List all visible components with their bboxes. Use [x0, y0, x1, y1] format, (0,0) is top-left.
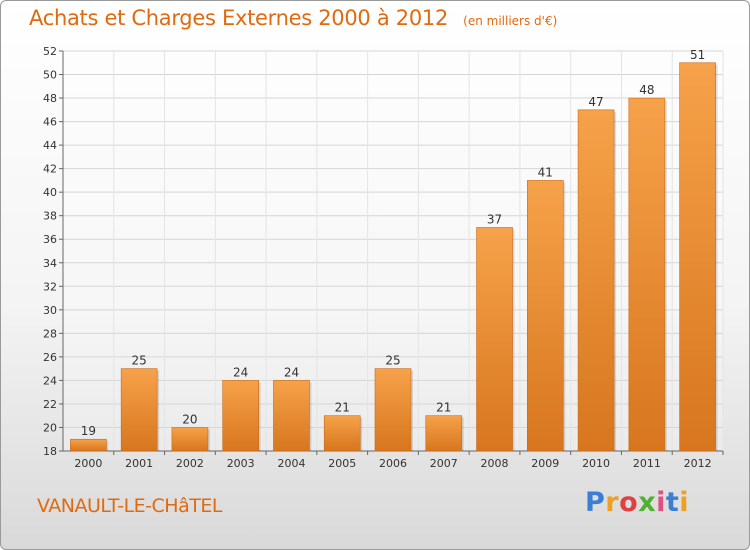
- bar-2005: [323, 415, 361, 452]
- chart-title: Achats et Charges Externes 2000 à 2012: [29, 6, 449, 30]
- value-label-2009: 41: [538, 165, 553, 179]
- value-label-2000: 19: [81, 424, 96, 438]
- bar-2004: [273, 380, 310, 452]
- value-label-2006: 25: [385, 354, 400, 368]
- bar-2012: [679, 62, 716, 452]
- value-label-2001: 25: [132, 354, 147, 368]
- labels: 18 20 22 24 26 28 30 32 34 36 38 40 42 44 46 48 50 52 19 20…: [43, 45, 712, 470]
- y-tick-label: 42: [43, 163, 57, 176]
- value-label-2011: 48: [639, 83, 654, 97]
- bar-2003: [222, 380, 259, 452]
- y-tick-label: 24: [43, 374, 57, 387]
- place-name: VANAULT-LE-CHâTEL: [37, 495, 222, 517]
- chart-header: Achats et Charges Externes 2000 à 2012 (…: [29, 6, 557, 30]
- bar-2006: [374, 368, 412, 452]
- y-tick-label: 52: [43, 45, 57, 58]
- y-tick-label: 44: [43, 139, 57, 152]
- y-tick-label: 40: [43, 186, 57, 199]
- value-label-2004: 24: [284, 365, 299, 379]
- y-tick-label: 32: [43, 280, 57, 293]
- brand-letter: i: [656, 487, 666, 518]
- brand-letter: t: [665, 487, 680, 518]
- x-tick-label-2001: 2001: [125, 457, 153, 470]
- bar-2002: [171, 427, 209, 452]
- value-label-2002: 20: [182, 412, 197, 426]
- bar-2011: [628, 97, 666, 452]
- y-tick-label: 28: [43, 327, 57, 340]
- value-label-2003: 24: [233, 365, 248, 379]
- x-tick-label-2000: 2000: [74, 457, 102, 470]
- bar-2000: [70, 438, 107, 452]
- value-label-2010: 47: [588, 95, 603, 109]
- y-tick-label: 48: [43, 92, 57, 105]
- y-tick-label: 34: [43, 257, 57, 270]
- x-tick-label-2008: 2008: [481, 457, 509, 470]
- x-tick-label-2004: 2004: [277, 457, 305, 470]
- brand-logo: Proxiti: [585, 487, 689, 518]
- bar-2001: [120, 368, 158, 452]
- y-tick-label: 20: [43, 421, 57, 434]
- x-tick-label-2006: 2006: [379, 457, 407, 470]
- brand-letter: r: [605, 487, 620, 518]
- x-tick-label-2011: 2011: [633, 457, 661, 470]
- value-label-2007: 21: [436, 401, 451, 415]
- y-tick-label: 38: [43, 210, 57, 223]
- y-tick-label: 18: [43, 445, 57, 458]
- bars: [70, 62, 718, 452]
- x-tick-label-2010: 2010: [582, 457, 610, 470]
- bar-2007: [425, 415, 463, 452]
- x-tick-label-2002: 2002: [176, 457, 204, 470]
- y-tick-label: 46: [43, 116, 57, 129]
- x-tick-label-2007: 2007: [430, 457, 458, 470]
- y-tick-label: 30: [43, 304, 57, 317]
- brand-letter: x: [638, 487, 657, 518]
- x-tick-label-2005: 2005: [328, 457, 356, 470]
- chart-unit: (en milliers d'€): [463, 14, 558, 28]
- value-label-2005: 21: [335, 401, 350, 415]
- brand-letter: i: [679, 487, 690, 518]
- y-tick-label: 26: [43, 351, 57, 364]
- y-tick-label: 50: [43, 69, 57, 82]
- bar-2010: [577, 109, 615, 452]
- bar-2009: [527, 180, 564, 452]
- x-tick-label-2012: 2012: [684, 457, 712, 470]
- y-tick-label: 22: [43, 398, 57, 411]
- brand-letter: P: [585, 487, 606, 518]
- y-tick-label: 36: [43, 233, 57, 246]
- brand-letter: o: [619, 487, 639, 518]
- x-tick-label-2003: 2003: [227, 457, 255, 470]
- bar-2008: [476, 227, 513, 452]
- x-tick-label-2009: 2009: [531, 457, 559, 470]
- value-label-2008: 37: [487, 212, 502, 226]
- value-label-2012: 51: [690, 48, 705, 62]
